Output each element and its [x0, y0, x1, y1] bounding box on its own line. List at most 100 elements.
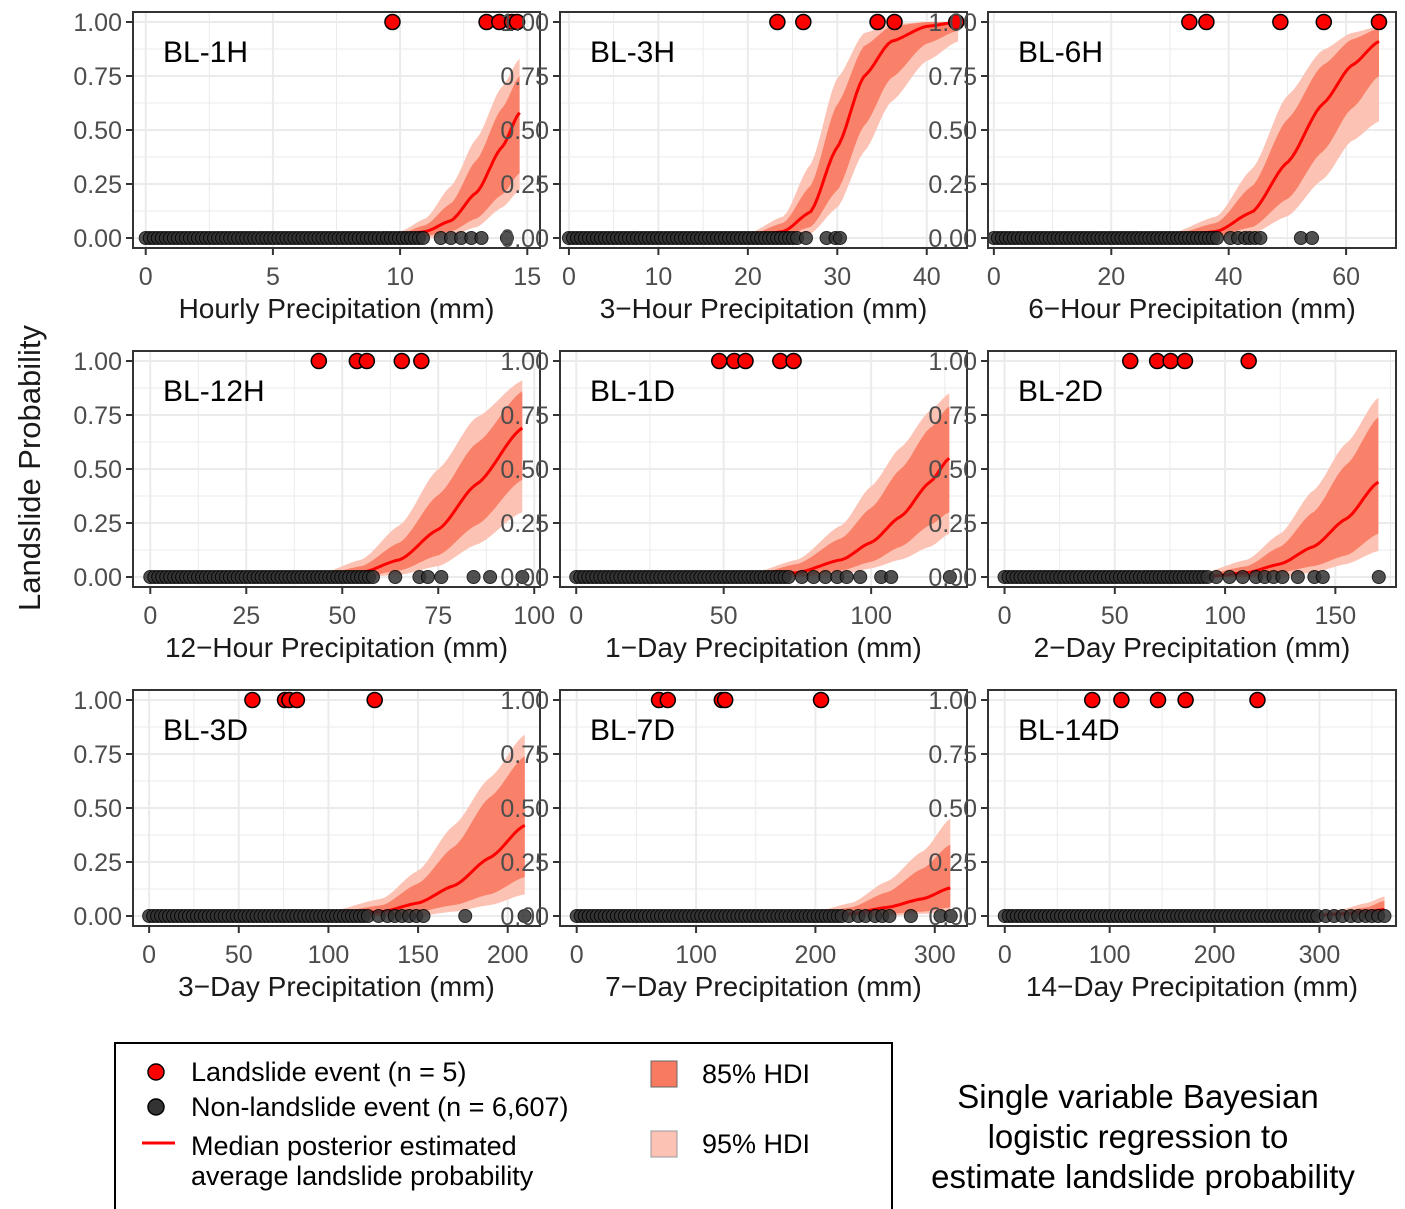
x-axis-title: 3−Day Precipitation (mm)	[178, 971, 495, 1002]
y-tick-label: 0.75	[928, 402, 977, 430]
nonlandslide-point	[798, 231, 813, 245]
y-tick-label: 1.00	[500, 348, 549, 376]
caption-line-2: logistic regression to	[988, 1118, 1289, 1155]
panel-bl-6h: BL-6H 0.00 0.25 0.50 0.75 1.00 0 20 40 606−Hour P…	[928, 9, 1397, 324]
legend-nonlandslide-marker	[147, 1098, 165, 1116]
panel-label: BL-3H	[590, 36, 675, 69]
x-tick-label: 100	[1204, 602, 1246, 630]
x-tick-label: 60	[1332, 263, 1360, 291]
x-axis-title: 14−Day Precipitation (mm)	[1026, 971, 1358, 1002]
landslide-point	[1240, 352, 1257, 370]
panel-label: BL-7D	[590, 714, 675, 747]
landslide-point	[737, 352, 754, 370]
y-tick-label: 0.50	[928, 795, 977, 823]
panel-label: BL-12H	[163, 375, 265, 408]
landslide-point	[358, 352, 376, 370]
landslide-point	[769, 13, 786, 31]
y-tick-label: 0.00	[500, 564, 549, 592]
x-tick-label: 0	[143, 602, 157, 630]
legend-hdi95-swatch	[650, 1130, 678, 1158]
y-tick-label: 0.75	[500, 741, 549, 769]
hdi85-band	[815, 844, 951, 916]
x-axis-title: 6−Hour Precipitation (mm)	[1028, 293, 1356, 324]
x-tick-label: 0	[987, 263, 1001, 291]
x-tick-label: 0	[142, 941, 156, 969]
nonlandslide-point	[466, 570, 481, 584]
x-axis-title: Hourly Precipitation (mm)	[179, 293, 495, 324]
y-tick-label: 0.25	[928, 849, 977, 877]
nonlandslide-point	[781, 570, 796, 584]
x-tick-label: 50	[1101, 602, 1129, 630]
landslide-point	[1181, 13, 1198, 31]
nonlandslide-points	[561, 231, 847, 245]
panel-bl-3d: BL-3D 0.00 0.25 0.50 0.75 1.00 0 50 100 150 2003−D…	[73, 687, 541, 1002]
nonlandslide-point	[1275, 570, 1290, 584]
nonlandslide-point	[1235, 570, 1250, 584]
x-tick-label: 75	[424, 602, 452, 630]
caption-line-3: estimate landslide probability	[931, 1158, 1355, 1195]
legend-nonlandslide-label: Non-landslide event (n = 6,607)	[191, 1092, 569, 1122]
x-tick-label: 40	[913, 263, 941, 291]
y-tick-label: 0.75	[500, 63, 549, 91]
nonlandslide-points	[142, 909, 532, 923]
y-tick-label: 0.50	[500, 117, 549, 145]
panel-bl-7d: BL-7D 0.00 0.25 0.50 0.75 1.00 0 100 200 3007−Day…	[500, 687, 968, 1002]
x-tick-label: 20	[734, 263, 762, 291]
y-tick-label: 0.25	[928, 510, 977, 538]
legend-median-label-line2: average landslide probability	[191, 1161, 534, 1191]
y-tick-label: 0.75	[73, 63, 122, 91]
x-tick-label: 100	[308, 941, 350, 969]
x-axis-title: 7−Day Precipitation (mm)	[605, 971, 922, 1002]
x-tick-label: 50	[710, 602, 738, 630]
landslide-point	[1249, 691, 1266, 709]
y-tick-label: 0.25	[73, 171, 122, 199]
nonlandslide-points	[138, 231, 514, 245]
nonlandslide-points	[569, 909, 958, 923]
y-tick-label: 1.00	[73, 687, 122, 715]
y-tick-label: 1.00	[500, 687, 549, 715]
x-tick-label: 200	[487, 941, 529, 969]
x-tick-label: 5	[266, 263, 280, 291]
panel-bl-12h: BL-12H 0.00 0.25 0.50 0.75 1.00 0 25 50 75 10012−H…	[73, 348, 555, 663]
y-tick-label: 0.75	[73, 402, 122, 430]
y-tick-label: 0.50	[500, 795, 549, 823]
nonlandslide-point	[943, 909, 958, 923]
x-tick-label: 300	[914, 941, 956, 969]
x-tick-label: 50	[328, 602, 356, 630]
y-tick-label: 0.25	[500, 849, 549, 877]
legend-hdi85-swatch	[650, 1060, 678, 1088]
hdi85-band	[1170, 28, 1379, 238]
nonlandslide-point	[458, 909, 473, 923]
y-tick-label: 0.75	[500, 402, 549, 430]
nonlandslide-point	[415, 231, 430, 245]
y-tick-label: 0.75	[928, 63, 977, 91]
legend-box	[114, 1042, 893, 1209]
nonlandslide-point	[903, 909, 918, 923]
x-tick-label: 0	[998, 602, 1012, 630]
panel-bl-1h: BL-1H 0.00 0.25 0.50 0.75 1.00 0 5 10 15 Hourly Pr…	[73, 9, 541, 324]
x-tick-label: 0	[998, 941, 1012, 969]
panels-group: BL-1H 0.00 0.25 0.50 0.75 1.00 0 5 10 15 Hourly Pr…	[73, 9, 1397, 1002]
y-tick-label: 0.00	[500, 903, 549, 931]
hdi95-band	[323, 380, 523, 577]
nonlandslide-point	[839, 570, 854, 584]
y-tick-label: 0.75	[73, 741, 122, 769]
landslide-point	[948, 13, 965, 31]
x-tick-label: 100	[513, 602, 555, 630]
nonlandslide-point	[806, 570, 821, 584]
panel-label: BL-3D	[163, 714, 248, 747]
x-tick-label: 0	[139, 263, 153, 291]
x-axis-title: 3−Hour Precipitation (mm)	[600, 293, 928, 324]
y-tick-label: 0.50	[500, 456, 549, 484]
y-tick-label: 0.50	[73, 795, 122, 823]
nonlandslide-point	[1253, 231, 1268, 245]
y-tick-label: 0.00	[928, 225, 977, 253]
y-tick-label: 0.00	[73, 225, 122, 253]
panel-bl-14d: BL-14D 0.00 0.25 0.50 0.75 1.00 0 100 200 30014−D…	[928, 687, 1397, 1002]
x-tick-label: 150	[397, 941, 439, 969]
y-tick-label: 0.00	[73, 564, 122, 592]
y-tick-label: 0.00	[928, 903, 977, 931]
panel-label: BL-1D	[590, 375, 675, 408]
nonlandslide-point	[1222, 570, 1237, 584]
